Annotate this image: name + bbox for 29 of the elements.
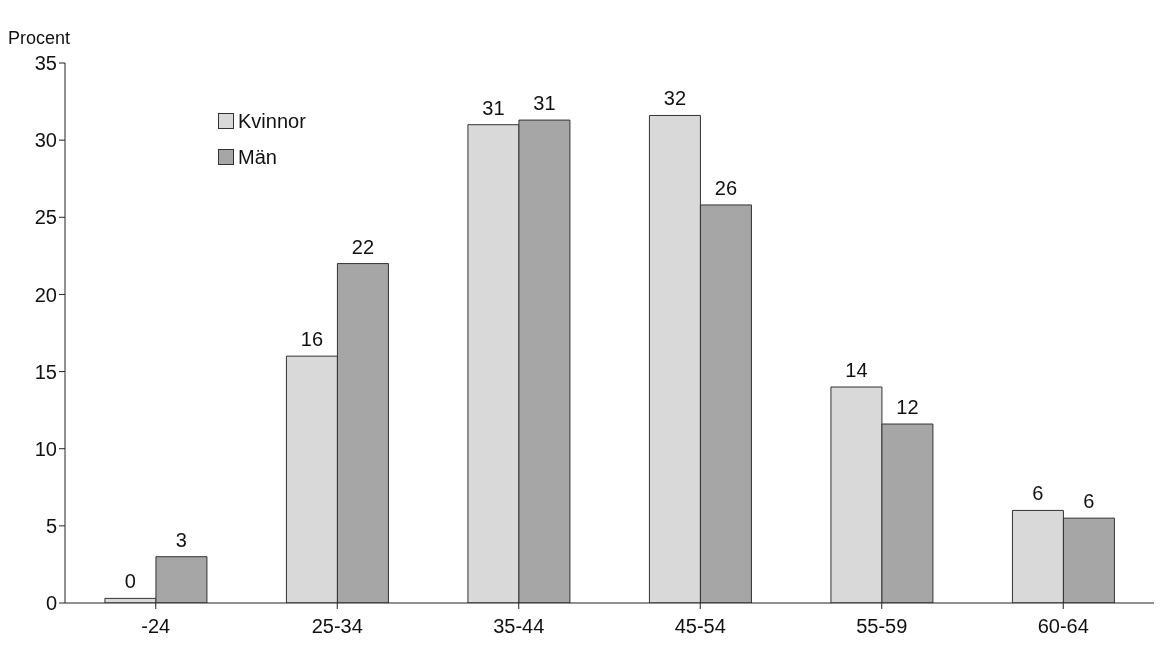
y-tick-label: 0 — [45, 592, 57, 615]
data-label: 31 — [533, 92, 556, 115]
y-tick-label: 15 — [34, 360, 57, 383]
y-tick-label: 10 — [34, 437, 57, 460]
data-label: 6 — [1083, 490, 1095, 513]
x-tick-label: -24 — [141, 615, 171, 638]
data-label: 16 — [300, 328, 324, 351]
data-label: 32 — [663, 87, 687, 110]
y-tick-label: 35 — [34, 52, 57, 75]
legend-label: Män — [237, 144, 278, 170]
data-label: 3 — [175, 528, 187, 551]
y-tick-label: 20 — [34, 283, 57, 306]
x-tick-label: 35-44 — [493, 615, 545, 638]
data-label: 6 — [1032, 482, 1044, 505]
y-tick-label: 30 — [34, 129, 57, 152]
legend-label: Kvinnor — [237, 108, 306, 134]
data-label: 14 — [845, 359, 868, 381]
data-label: 12 — [896, 396, 919, 419]
x-tick-label: 60-64 — [1037, 615, 1089, 638]
y-axis-title: Procent — [8, 28, 71, 49]
y-tick-label: 5 — [45, 514, 57, 537]
y-tick-label: 25 — [34, 206, 57, 229]
data-label: 22 — [351, 235, 375, 258]
data-label: 26 — [714, 176, 738, 199]
data-label: 0 — [124, 570, 136, 593]
data-label: 31 — [482, 96, 505, 119]
x-tick-label: 25-34 — [311, 615, 363, 638]
x-tick-label: 45-54 — [674, 615, 726, 638]
x-tick-label: 55-59 — [856, 615, 908, 638]
